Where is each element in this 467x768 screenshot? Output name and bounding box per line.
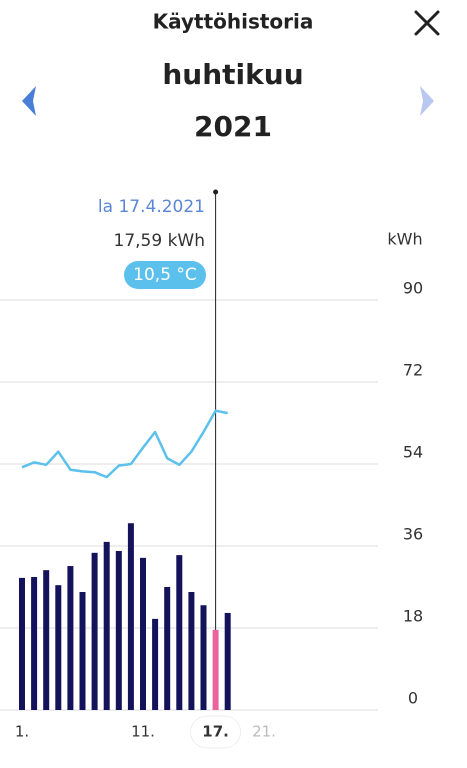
y-tick-label: 36 [403, 525, 423, 544]
bar [43, 570, 50, 710]
bar [152, 618, 159, 710]
selected-energy: 17,59 kWh [114, 231, 206, 251]
bar [31, 576, 38, 710]
x-tick-pill [190, 715, 242, 749]
chart: kWh 0 18 36 54 72 90 1. 11. 17. 21. [0, 189, 423, 749]
bar [19, 577, 25, 710]
bar [79, 592, 86, 710]
prev-button[interactable] [22, 86, 36, 116]
x-tick-label: 21. [252, 723, 276, 741]
bar [140, 557, 146, 710]
bar [55, 585, 62, 710]
y-tick-label: 54 [403, 443, 423, 462]
bar [103, 541, 110, 710]
selected-date: la 17.4.2021 [98, 197, 205, 217]
page-title: Käyttöhistoria [153, 10, 314, 34]
bar [188, 592, 195, 710]
bar [212, 629, 219, 710]
bar [200, 605, 207, 710]
bar [115, 551, 122, 710]
next-button[interactable] [420, 86, 434, 116]
bar [127, 523, 134, 710]
x-tick-label: 1. [15, 723, 29, 741]
selected-temperature: 10,5 °C [133, 265, 197, 285]
x-tick-label: 11. [131, 723, 155, 741]
y-unit: kWh [387, 230, 422, 249]
bar [67, 566, 74, 710]
temperature-pill [124, 261, 206, 289]
month: huhtikuu [162, 58, 303, 91]
bar [224, 612, 231, 710]
year: 2021 [194, 110, 272, 143]
y-tick-label: 72 [403, 361, 423, 380]
bar [91, 552, 98, 710]
y-tick-label: 90 [403, 279, 423, 298]
bar [164, 587, 171, 710]
y-tick-label: 0 [408, 689, 418, 708]
close-button[interactable] [414, 10, 440, 36]
y-tick-label: 18 [403, 607, 423, 626]
x-tick-label: 17. [202, 723, 229, 741]
bar [176, 555, 183, 710]
temperature-line [21, 409, 228, 479]
selection-dot [213, 189, 219, 195]
